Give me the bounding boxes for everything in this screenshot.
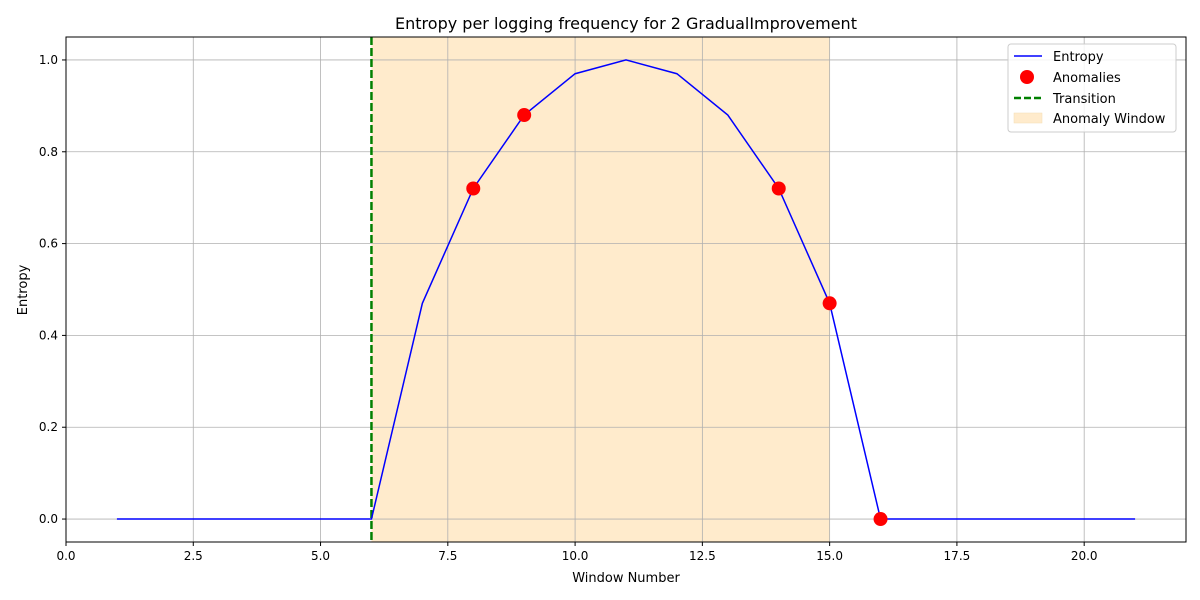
x-tick-label: 7.5 — [438, 549, 457, 563]
plot-frame — [65, 36, 1187, 543]
legend-anomalies-swatch — [1020, 70, 1034, 84]
y-tick-label: 0.6 — [39, 237, 58, 251]
x-tick-label: 2.5 — [184, 549, 203, 563]
x-tick-label: 12.5 — [689, 549, 716, 563]
x-tick-label: 15.0 — [816, 549, 843, 563]
anomaly-point — [822, 296, 837, 311]
y-axis-label: Entropy — [16, 264, 31, 315]
y-tick-label: 0.2 — [39, 420, 58, 434]
x-tick-label: 17.5 — [944, 549, 971, 563]
y-tick-label: 0.4 — [39, 328, 58, 342]
anomaly-point — [517, 108, 532, 123]
entropy-series-line — [116, 59, 1136, 520]
y-axis-ticks: 0.0 0.2 0.4 0.6 0.8 1.0 — [39, 53, 66, 526]
chart-title: Entropy per logging frequency for 2 Grad… — [395, 14, 857, 33]
legend-anomaly-window-swatch — [1013, 112, 1043, 124]
x-tick-label: 5.0 — [311, 549, 330, 563]
x-tick-label: 20.0 — [1071, 549, 1098, 563]
legend-entropy-label: Entropy — [1053, 50, 1104, 65]
legend-anomaly-window-label: Anomaly Window — [1053, 112, 1166, 127]
legend: Entropy Anomalies Transition Anomaly Win… — [1007, 43, 1177, 133]
anomaly-point — [771, 181, 786, 196]
anomaly-point — [466, 181, 481, 196]
y-tick-label: 0.0 — [39, 512, 58, 526]
x-tick-label: 0.0 — [56, 549, 75, 563]
y-tick-label: 1.0 — [39, 53, 58, 67]
x-axis-label: Window Number — [572, 571, 680, 586]
legend-anomalies-label: Anomalies — [1053, 71, 1121, 86]
y-tick-label: 0.8 — [39, 145, 58, 159]
legend-transition-label: Transition — [1052, 92, 1116, 107]
legend-box — [1007, 43, 1177, 133]
x-tick-label: 10.0 — [562, 549, 589, 563]
x-axis-ticks: 0.0 2.5 5.0 7.5 10.0 12.5 15.0 17.5 20.0 — [56, 542, 1098, 563]
anomaly-point — [873, 512, 888, 527]
anomaly-window-band — [371, 37, 830, 542]
anomaly-points — [466, 108, 888, 527]
